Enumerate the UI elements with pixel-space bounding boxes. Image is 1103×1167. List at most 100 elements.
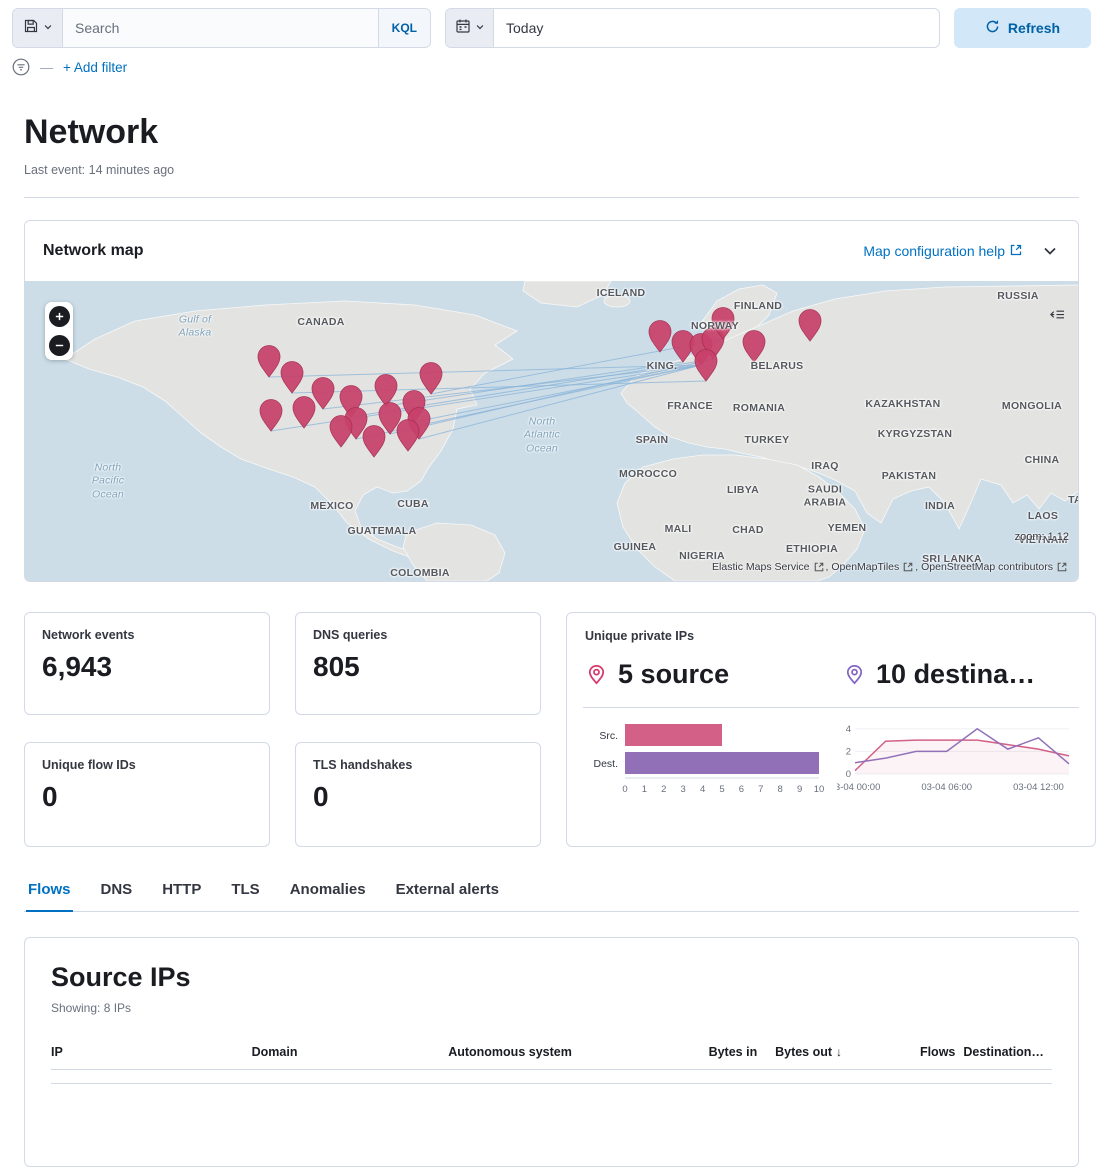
last-event-timestamp: Last event: 14 minutes ago [24, 162, 175, 177]
source-pin-icon [585, 663, 608, 686]
attribution-separator: , [825, 560, 832, 573]
zoom-out-button[interactable] [48, 334, 70, 356]
map-pin[interactable] [311, 376, 335, 410]
map-pin[interactable] [396, 418, 420, 452]
column-header-bytes-in[interactable]: Bytes in [690, 1044, 766, 1070]
axis-tick-label: 10 [814, 784, 825, 795]
map-pin[interactable] [378, 401, 402, 435]
page-title: Network [24, 113, 159, 151]
tab-http[interactable]: HTTP [160, 881, 203, 912]
column-header-autonomous-system[interactable]: Autonomous system [448, 1044, 691, 1070]
axis-tick-label: 7 [758, 784, 763, 795]
map-panel-title: Network map [43, 241, 144, 259]
card-divider [583, 706, 1079, 708]
bar [625, 751, 819, 774]
map-pin[interactable] [280, 360, 304, 394]
tab-dns[interactable]: DNS [99, 881, 135, 912]
add-filter-button[interactable]: + Add filter [63, 59, 128, 75]
refresh-button[interactable]: Refresh [954, 8, 1091, 48]
external-link-icon [1057, 562, 1067, 572]
card-value: 0 [42, 780, 58, 812]
axis-tick-label: 2 [846, 746, 851, 757]
attribution-link[interactable]: Elastic Maps Service [712, 560, 810, 573]
source-ips-panel: Source IPs Showing: 8 IPs IP Domain Autono… [24, 936, 1079, 1167]
attribution-link[interactable]: OpenMapTiles [831, 560, 900, 573]
column-header-label: Bytes out [775, 1044, 833, 1059]
card-title: Unique flow IDs [42, 757, 136, 772]
destination-ips-stat: 10 destina… [843, 659, 1077, 690]
map-pin[interactable] [259, 398, 283, 432]
column-header-ip[interactable]: IP [51, 1044, 252, 1070]
map-pin[interactable] [648, 319, 672, 353]
collapse-map-chevron-icon[interactable] [1042, 243, 1058, 259]
saved-query-menu-button[interactable] [13, 9, 63, 47]
table-header-row: IP Domain Autonomous system Bytes in Bytes o… [51, 1044, 1052, 1070]
map-pin[interactable] [798, 308, 822, 342]
card-title: Unique private IPs [585, 628, 695, 643]
filter-bar-separator: — [40, 59, 53, 75]
sort-icon: ↓ [836, 1044, 843, 1059]
line-series-destination [854, 727, 1070, 765]
axis-tick-label: 4 [846, 724, 851, 735]
axis-tick-label: 03-04 12:00 [1013, 782, 1064, 793]
filter-bar: — + Add filter [0, 50, 1103, 86]
network-events-card: Network events 6,943 [24, 611, 270, 715]
map-pin[interactable] [711, 306, 735, 340]
map-configuration-help-link[interactable]: Map configuration help [863, 243, 1022, 259]
source-count: 5 [618, 658, 634, 689]
kql-language-button[interactable]: KQL [377, 9, 430, 47]
column-header-label: Flows [919, 1044, 956, 1059]
tab-external-alerts[interactable]: External alerts [394, 881, 501, 912]
card-value: 805 [313, 650, 360, 682]
bar [625, 723, 722, 746]
unique-ips-line-chart: 4 2 0 03-04 00:00 03-04 06:00 03-04 12:00 [830, 716, 1077, 803]
search-input[interactable] [63, 9, 378, 47]
bar-category-label: Src. [599, 730, 618, 742]
map-pin[interactable] [257, 344, 281, 378]
unique-private-ips-card: Unique private IPs 5 source 10 destina… … [566, 611, 1096, 847]
column-header-label: Autonomous system [448, 1044, 572, 1059]
date-quick-select-button[interactable] [446, 9, 494, 47]
line-series-area [855, 739, 1069, 774]
help-link-label: Map configuration help [863, 242, 1005, 259]
tab-tls[interactable]: TLS [229, 881, 261, 912]
column-header-destination-[interactable]: Destination… [963, 1044, 1052, 1070]
destination-pin-icon [843, 663, 866, 686]
map-pin[interactable] [374, 373, 398, 407]
axis-tick-label: 5 [719, 784, 724, 795]
zoom-in-button[interactable] [48, 305, 70, 327]
attribution-link[interactable]: OpenStreetMap contributors [921, 560, 1053, 573]
map-pin[interactable] [419, 361, 443, 395]
map-pin[interactable] [742, 329, 766, 363]
map-pin[interactable] [362, 424, 386, 458]
map-landmass [64, 280, 1078, 581]
search-group: KQL [12, 8, 431, 48]
dns-queries-card: DNS queries 805 [295, 611, 541, 715]
tab-flows[interactable]: Flows [26, 881, 73, 912]
source-ips-title: Source IPs [51, 961, 191, 992]
legend-toggle-button[interactable] [1048, 307, 1065, 327]
column-header-bytes-out[interactable]: Bytes out ↓ [765, 1044, 851, 1070]
map-connection-line [385, 361, 684, 407]
column-header-domain[interactable]: Domain [251, 1044, 449, 1070]
source-ips-table: IP Domain Autonomous system Bytes in Bytes o… [51, 1044, 1052, 1084]
tab-anomalies[interactable]: Anomalies [288, 881, 368, 912]
external-link-icon [814, 562, 824, 572]
date-range-value[interactable]: Today [506, 20, 544, 36]
column-header-label: Bytes in [708, 1044, 758, 1059]
network-map[interactable]: ICELAND RUSSIA FINLAND CANADA NORWAY KING. BEL… [25, 280, 1078, 581]
save-icon [23, 18, 39, 39]
refresh-label: Refresh [1007, 20, 1061, 36]
unique-flow-ids-card: Unique flow IDs 0 [24, 741, 270, 847]
filter-set-menu-icon[interactable] [12, 58, 30, 76]
external-link-icon [903, 562, 913, 572]
map-zoom-controls [45, 301, 73, 360]
map-pin[interactable] [292, 395, 316, 429]
map-attribution: Elastic Maps Service, OpenMapTiles, Open… [712, 561, 1069, 573]
map-pin[interactable] [694, 348, 718, 382]
column-header-flows[interactable]: Flows [850, 1044, 964, 1070]
column-header-label: Domain [251, 1044, 298, 1059]
map-pin[interactable] [329, 414, 353, 448]
axis-tick-label: 4 [700, 784, 705, 795]
